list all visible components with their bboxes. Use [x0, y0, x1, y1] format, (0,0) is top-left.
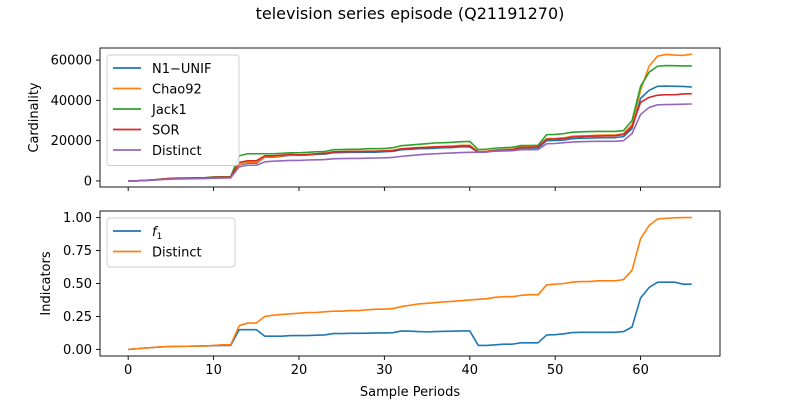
bottom-y-axis-label: Indicators	[39, 251, 54, 315]
top-y-tick-label-3: 60000	[51, 54, 92, 69]
bottom-x-tick-label-2: 20	[291, 363, 308, 378]
top-series-line-4	[128, 103, 692, 182]
bottom-y-tick-label-0: 0.00	[63, 343, 92, 358]
bottom-series-line-1	[128, 216, 692, 351]
top-legend-label-1: Chao92	[152, 83, 202, 98]
top-legend-frame	[106, 54, 240, 166]
top-axes-frame	[99, 47, 721, 188]
bottom-x-tick-label-1: 10	[205, 363, 222, 378]
top-legend-label-0: N1−UNIF	[152, 62, 211, 77]
bottom-x-tick-label-6: 60	[632, 363, 649, 378]
bottom-y-tick-label-4: 1.00	[63, 211, 92, 226]
bottom-series-line-0	[128, 281, 692, 351]
top-legend-label-4: Distinct	[152, 144, 202, 159]
top-chart: 0 20000 40000 60000 Cardinality N1−UNIF Chao92…	[27, 47, 721, 191]
bottom-chart: 0 10 20 30 40 50 60 0.00 0.25 0.50 0.75 1.00 Indicat…	[39, 210, 721, 378]
top-legend-label-3: SOR	[152, 124, 180, 139]
bottom-x-tick-label-3: 30	[376, 363, 393, 378]
figure-title: television series episode (Q21191270)	[256, 4, 565, 23]
top-y-tick-label-1: 20000	[51, 134, 92, 149]
bottom-x-tick-label-5: 50	[547, 363, 564, 378]
bottom-y-tick-label-3: 0.75	[63, 244, 92, 259]
bottom-x-tick-label-4: 40	[462, 363, 479, 378]
bottom-y-tick-label-1: 0.25	[63, 310, 92, 325]
bottom-legend-label-0: f1	[152, 225, 162, 242]
top-series-line-3	[128, 92, 692, 182]
x-axis-label: Sample Periods	[360, 385, 460, 400]
bottom-legend-label-1: Distinct	[152, 246, 202, 261]
top-y-axis-label: Cardinality	[27, 82, 42, 153]
bottom-x-tick-label-0: 0	[124, 363, 132, 378]
top-legend: N1−UNIF Chao92 Jack1 SOR Distinct	[106, 54, 240, 166]
top-legend-label-2: Jack1	[151, 103, 187, 118]
top-y-tick-label-0: 0	[84, 174, 92, 189]
bottom-y-tick-label-2: 0.50	[63, 277, 92, 292]
top-y-tick-label-2: 40000	[51, 94, 92, 109]
bottom-legend: f1 Distinct	[106, 217, 236, 268]
